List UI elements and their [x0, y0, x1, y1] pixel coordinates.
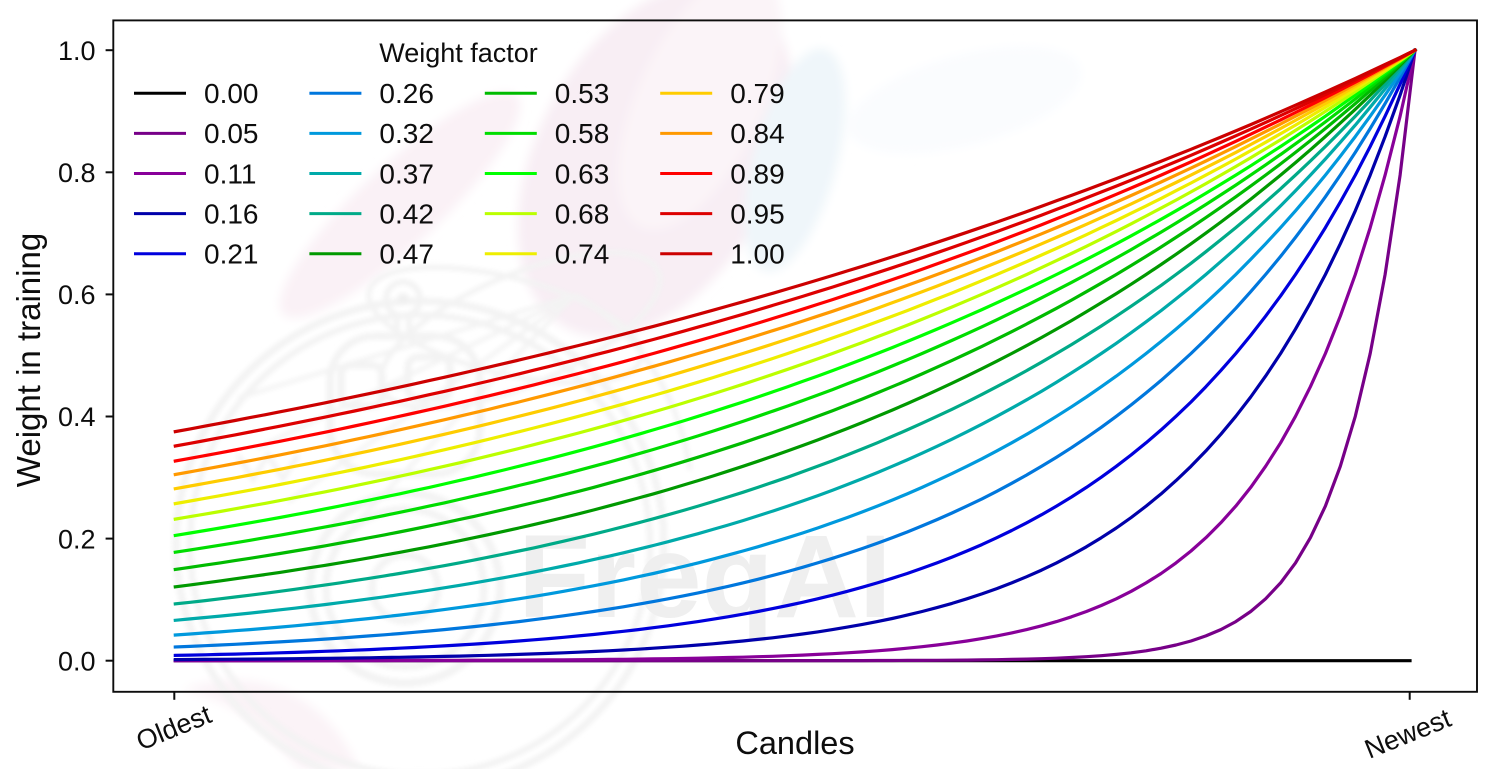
svg-text:0.89: 0.89	[730, 158, 785, 189]
svg-text:0.95: 0.95	[730, 198, 785, 229]
svg-text:0.42: 0.42	[379, 198, 434, 229]
svg-text:0.16: 0.16	[204, 198, 259, 229]
svg-text:0.32: 0.32	[379, 118, 434, 149]
svg-text:0.63: 0.63	[555, 158, 610, 189]
svg-text:0.47: 0.47	[379, 239, 434, 270]
svg-text:0.6: 0.6	[58, 280, 96, 310]
svg-text:1.0: 1.0	[58, 36, 96, 66]
svg-text:0.8: 0.8	[58, 158, 96, 188]
svg-text:0.05: 0.05	[204, 118, 259, 149]
svg-text:Weight factor: Weight factor	[379, 38, 538, 68]
svg-text:0.84: 0.84	[730, 118, 785, 149]
svg-text:0.74: 0.74	[555, 239, 610, 270]
svg-text:0.2: 0.2	[58, 524, 96, 554]
svg-text:0.58: 0.58	[555, 118, 610, 149]
svg-text:0.79: 0.79	[730, 78, 785, 109]
svg-text:0.26: 0.26	[379, 78, 434, 109]
svg-text:0.21: 0.21	[204, 239, 259, 270]
svg-text:0.68: 0.68	[555, 198, 610, 229]
svg-text:Weight in training: Weight in training	[10, 233, 47, 487]
svg-text:0.00: 0.00	[204, 78, 259, 109]
svg-text:0.37: 0.37	[379, 158, 434, 189]
svg-text:0.4: 0.4	[58, 402, 96, 432]
svg-text:1.00: 1.00	[730, 239, 785, 270]
svg-text:Candles: Candles	[735, 725, 854, 761]
svg-text:0.53: 0.53	[555, 78, 610, 109]
svg-text:0.0: 0.0	[58, 646, 96, 676]
svg-text:0.11: 0.11	[204, 158, 256, 189]
